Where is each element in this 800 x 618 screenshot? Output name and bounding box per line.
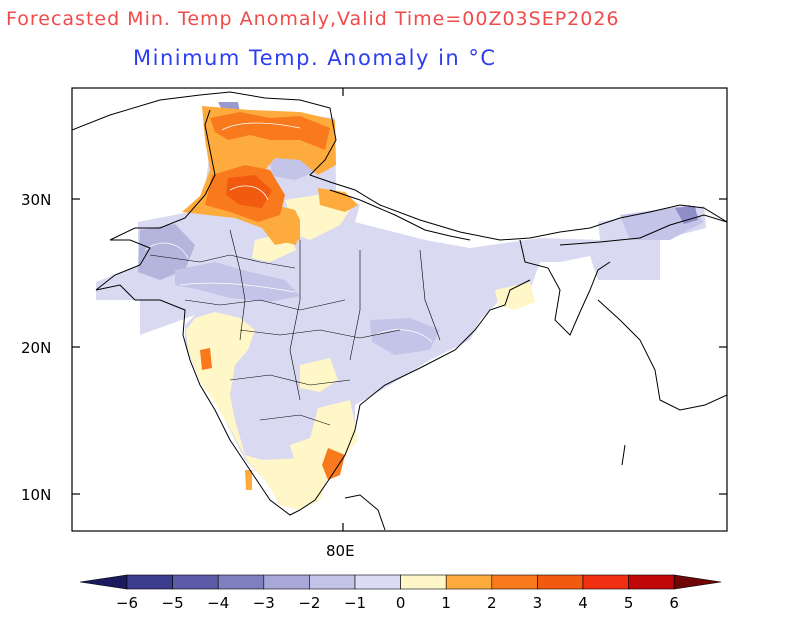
colorbar-label: 3 xyxy=(533,594,543,612)
northern-border xyxy=(72,91,727,241)
colorbar-arrow-low xyxy=(79,574,128,590)
anomaly-region-pos1-south xyxy=(322,448,345,480)
colorbar-segment xyxy=(537,574,584,590)
colorbar-segment xyxy=(491,574,538,590)
colorbar: −6 −5 −4 −3 −2 −1 0 1 2 3 4 5 6 xyxy=(79,574,722,612)
colorbar-segment xyxy=(354,574,401,590)
nepal-border xyxy=(329,189,471,241)
colorbar-segment xyxy=(263,574,310,590)
anomaly-region-pos2-north xyxy=(210,112,330,150)
colorbar-label: −2 xyxy=(298,594,320,612)
anomaly-region-pos1-gujarat xyxy=(200,348,212,370)
anomaly-region-zero-central xyxy=(300,358,338,392)
colorbar-label: −4 xyxy=(207,594,229,612)
colorbar-label: −6 xyxy=(116,594,138,612)
colorbar-segment xyxy=(126,574,173,590)
myanmar-coast xyxy=(597,299,727,411)
anomaly-region-pos1-kerala xyxy=(245,470,252,490)
anomaly-region-neg3-northeast xyxy=(675,206,698,224)
anomaly-shading xyxy=(96,102,706,510)
colorbar-arrow-high xyxy=(673,574,722,590)
colorbar-label: 5 xyxy=(624,594,634,612)
bangladesh-border xyxy=(519,239,611,336)
anomaly-region-pos3-punjab xyxy=(226,175,272,208)
anomaly-region-neg2-central xyxy=(370,318,440,355)
map-subtitle: Minimum Temp. Anomaly in °C xyxy=(133,46,497,70)
y-tick-20n: 20N xyxy=(21,339,51,357)
anomaly-region-pos1-east xyxy=(318,188,358,212)
colorbar-segment xyxy=(445,574,493,590)
boundaries xyxy=(72,91,727,531)
srilanka xyxy=(344,494,386,531)
colorbar-segment xyxy=(400,574,447,590)
colorbar-segment xyxy=(309,574,356,590)
colorbar-label: 0 xyxy=(396,594,406,612)
pakistan-border xyxy=(109,109,216,241)
anomaly-region-neg2-west xyxy=(138,224,195,280)
colorbar-label: 1 xyxy=(441,594,451,612)
state-lines xyxy=(149,229,441,426)
colorbar-label: 2 xyxy=(487,594,497,612)
colorbar-label: −5 xyxy=(162,594,184,612)
colorbar-segment xyxy=(628,574,675,590)
colorbar-segment xyxy=(582,574,629,590)
colorbar-segment xyxy=(217,574,265,590)
colorbar-label: −3 xyxy=(253,594,275,612)
y-tick-10n: 10N xyxy=(21,486,51,504)
anomaly-region-zero-east xyxy=(495,282,535,310)
anomaly-region-neg1 xyxy=(96,106,706,510)
india-coastline xyxy=(95,279,531,516)
y-tick-30n: 30N xyxy=(21,191,51,209)
map-title: Forecasted Min. Temp Anomaly,Valid Time=… xyxy=(6,8,620,30)
colorbar-segment xyxy=(172,574,219,590)
colorbar-label: 6 xyxy=(669,594,679,612)
andaman xyxy=(621,444,626,466)
northeast-border xyxy=(559,214,727,246)
map-frame xyxy=(71,87,728,532)
colorbar-label: −1 xyxy=(344,594,366,612)
x-tick-80e: 80E xyxy=(326,542,355,560)
anomaly-region-pos1-shimla xyxy=(280,225,300,245)
anomaly-region-neg2-northwest xyxy=(175,262,300,302)
axis-ticks xyxy=(72,88,727,531)
western-border xyxy=(95,239,151,291)
anomaly-region-zero-south xyxy=(290,400,358,470)
colorbar-label: 4 xyxy=(578,594,588,612)
